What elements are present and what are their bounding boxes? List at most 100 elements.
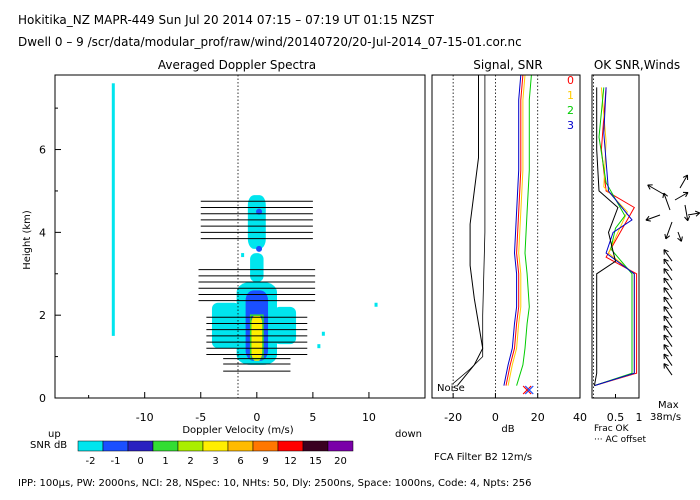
colorbar-tick-label: -1 [111,456,121,467]
wind-arrow-head [665,235,671,240]
fca-filter-label: FCA Filter B2 12m/s [434,452,532,463]
winds-x-tick-label: 1 [636,411,643,424]
wind-arrow-head [682,174,688,178]
echo-skirt [273,306,297,345]
wind-arrow [663,277,673,290]
colorbar-tick-label: 9 [262,456,268,467]
winds-xlabel-frac: Frac OK [594,424,630,434]
spectra-plot: -10 -5 0 5 10 0 2 4 6 [39,74,426,424]
signal-series-3 [503,74,522,386]
signal-marker [522,385,532,395]
winds-title: OK SNR,Winds [594,58,680,72]
wind-arrow-head [664,233,667,240]
wind-arrow-head [645,215,650,221]
spectra-xlabel: Doppler Velocity (m/s) [182,425,293,436]
colorbar-tick-label: 2 [187,456,193,467]
spectra-title: Averaged Doppler Spectra [158,58,316,72]
x-tick-label: -10 [136,411,154,424]
wind-arrow-head [663,353,669,357]
spectra-y-ticks: 0 2 4 6 [39,107,61,405]
wind-scale-label: Max [658,400,679,411]
wind-arrow-head [695,212,700,217]
wind-arrow [677,231,682,242]
wind-arrow [665,221,673,240]
wind-arrow [687,212,700,216]
wind-arrow-head [694,210,700,214]
cyan-strip [111,83,115,336]
signal-series-1 [507,74,526,386]
winds-legend: 0 1 2 3 [567,74,574,132]
wind-arrow-head [663,192,669,197]
wind-arrow [663,268,673,281]
y-tick-label: 4 [39,226,46,239]
header-line2: Dwell 0 – 9 /scr/data/modular_prof/raw/w… [18,35,522,49]
noise-label: Noise [437,383,465,394]
colorbar-swatch [127,440,154,452]
colorbar-swatch [102,440,129,452]
signal-x-tick-label: -20 [444,411,462,424]
wind-arrow [663,334,673,347]
wind-arrow-head [645,219,651,222]
signal-guide-lines [452,75,539,398]
y-tick-label: 6 [39,144,46,157]
signal-plot: -20 0 20 40 [431,74,587,424]
echo-core [256,208,263,215]
wind-arrow [663,325,673,338]
wind-scale-value: 38m/s [650,412,681,423]
wind-arrow-head [663,363,669,367]
colorbar-tick-label: 1 [162,456,168,467]
frac-ok-line [593,87,619,386]
colorbar-swatch [277,440,304,452]
colorbar-tick-label: 15 [309,456,322,467]
winds-fraction-lines [593,75,638,398]
signal-x-tick-label: 0 [492,411,499,424]
colorbar-swatch [302,440,329,452]
echo-skirt [211,302,240,349]
spectra-echo-layer [111,83,378,365]
snr-colorbar: -2 -1 0 1 2 3 6 9 12 15 20 [77,440,354,467]
winds-xlabel-offset: ··· AC offset [594,435,647,445]
colorbar-swatch [77,440,104,452]
signal-series-2 [516,74,532,386]
wind-arrow-head [663,306,669,310]
legend-entry-0: 0 [567,74,574,87]
signal-x-tick-label: 20 [531,411,545,424]
echo-skirt [250,253,264,283]
wind-arrow [663,249,673,262]
x-tick-label: 0 [253,411,260,424]
wind-arrow-head [663,334,669,338]
wind-arrow-head [677,237,682,242]
wind-arrow [679,174,688,189]
colorbar-tick-label: 6 [237,456,243,467]
wind-arrow [663,296,673,309]
spectra-moment-bars [198,200,316,372]
wind-arrow-head [663,258,669,262]
wind-arrow [663,363,673,376]
wind-arrow-head [663,344,669,348]
wind-arrow [663,306,673,319]
signal-title: Signal, SNR [473,58,542,72]
wind-arrow-head [663,277,669,281]
frac-ok-line [594,87,633,387]
x-tick-label: -5 [195,411,206,424]
signal-marker [524,385,534,395]
footer-params: IPP: 100μs, PW: 2000ns, NCI: 28, NSpec: … [18,478,531,489]
signal-xlabel: dB [501,424,514,435]
spectra-ylabel: Height (km) [22,210,33,270]
wind-arrow-head [684,216,689,222]
legend-entry-1: 1 [567,89,574,102]
wind-arrow [663,315,673,328]
signal-series-0 [505,74,524,386]
frac-ok-line [594,87,635,387]
wind-arrow [645,214,661,221]
x-tick-label: 10 [362,411,376,424]
wind-arrow-head [687,215,691,221]
direction-down-label: down [395,429,422,440]
colorbar-swatch [227,440,254,452]
y-tick-label: 0 [39,392,46,405]
colorbar-swatch [152,440,179,452]
wind-arrow [663,353,673,366]
noise-trace [452,75,486,384]
winds-x-tick-label: 0.5 [607,411,625,424]
